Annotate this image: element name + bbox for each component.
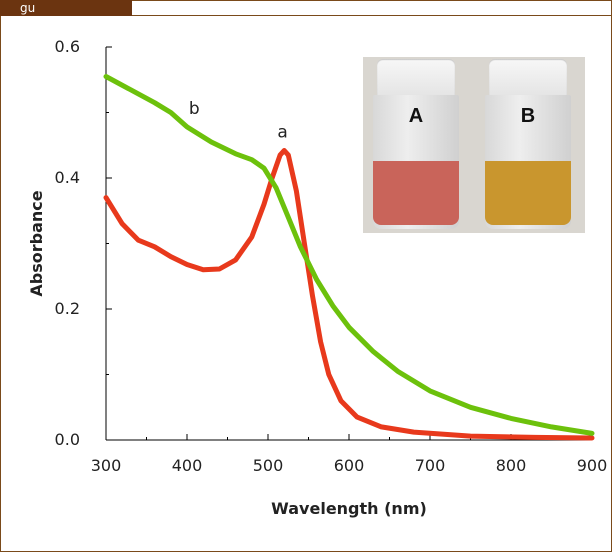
annotation-a: a — [277, 122, 287, 142]
series-line-a — [103, 148, 595, 441]
vial-a-liquid — [373, 161, 459, 225]
x-tick-label: 300 — [91, 456, 122, 475]
x-axis-label: Wavelength (nm) — [271, 499, 427, 518]
vial-b-cap — [489, 59, 567, 97]
y-tick-label: 0.2 — [55, 299, 80, 318]
vial-b: B — [481, 57, 575, 229]
x-tick-label: 700 — [415, 456, 446, 475]
series-line-b — [103, 74, 595, 436]
vial-a-cap — [377, 59, 455, 97]
vial-b-liquid — [485, 161, 571, 225]
vial-a-label: A — [408, 105, 424, 127]
x-tick-label: 600 — [334, 456, 365, 475]
vial-a: A — [369, 57, 463, 229]
x-tick-label: 500 — [253, 456, 284, 475]
y-tick-label: 0.4 — [55, 168, 80, 187]
vials-photo-inset: A B — [363, 57, 585, 233]
x-tick-label: 900 — [577, 456, 608, 475]
figure-top-rule — [132, 15, 612, 16]
figure-tab: gu — [0, 0, 132, 16]
y-axis-label: Absorbance — [27, 190, 46, 296]
x-tick-label: 400 — [172, 456, 203, 475]
y-tick-label: 0.6 — [55, 37, 80, 56]
annotation-b: b — [189, 99, 200, 119]
x-tick-label: 800 — [496, 456, 527, 475]
vial-b-label: B — [520, 105, 536, 127]
y-tick-label: 0.0 — [55, 430, 80, 449]
figure-tab-label: gu — [20, 1, 36, 15]
